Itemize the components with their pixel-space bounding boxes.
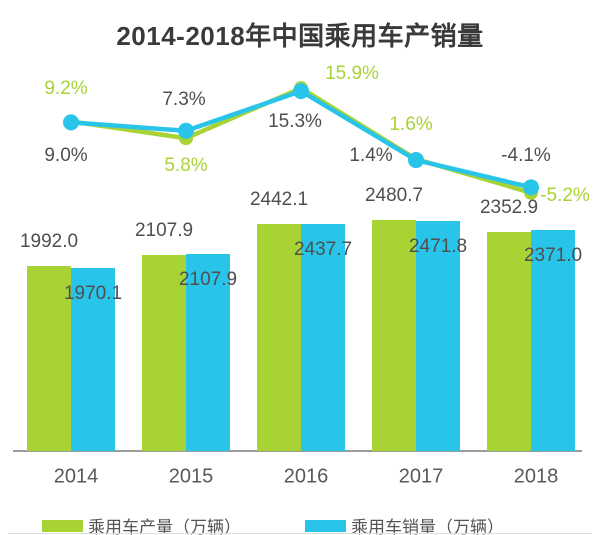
sales_growth_pct-point-2015: [178, 122, 194, 139]
production-legend-swatch: [42, 519, 83, 532]
bar-sales-2015: [186, 254, 230, 451]
bar-value-sales-2018: 2371.0: [523, 245, 583, 267]
bar-value-production-2018: 2352.9: [479, 197, 539, 219]
production_growth_pct-point-2015: [179, 131, 193, 146]
bar-production-2016: [257, 223, 301, 451]
sales_growth_pct-label-2015: 7.3%: [162, 88, 206, 110]
sales_growth_pct-point-2018: [523, 179, 539, 196]
x-axis-label-2016: 2016: [283, 465, 329, 488]
legend-item-production: 乘用车产量（万辆）: [42, 513, 241, 535]
bar-production-2017: [372, 220, 416, 451]
bar-production-2015: [142, 254, 186, 451]
bar-value-sales-2017: 2471.8: [408, 236, 468, 258]
bar-value-production-2017: 2480.7: [364, 185, 424, 207]
bar-sales-2017: [416, 221, 460, 451]
production_growth_pct-label-2015: 5.8%: [164, 155, 208, 177]
sales_growth_pct-label-2017: 1.4%: [349, 145, 393, 167]
bar-value-production-2016: 2442.1: [249, 188, 309, 210]
sales_growth_pct-label-2016: 15.3%: [268, 111, 322, 133]
production_growth_pct-label-2014: 9.2%: [44, 78, 88, 100]
production_growth_pct-point-2017: [409, 152, 423, 167]
production-legend-label: 乘用车产量（万辆）: [88, 518, 241, 535]
production_growth_pct-label-2017: 1.6%: [389, 114, 433, 136]
production_growth_pct-point-2014: [64, 114, 78, 129]
legend-item-sales: 乘用车销量（万辆）: [305, 513, 504, 535]
x-axis-label-2015: 2015: [168, 465, 214, 488]
bar-value-sales-2015: 2107.9: [178, 269, 238, 291]
bar-sales-2014: [71, 267, 115, 451]
sales_growth_pct-point-2016: [293, 83, 309, 100]
production_growth_pct-line: [68, 85, 534, 196]
sales_growth_pct-label-2014: 9.0%: [44, 145, 88, 167]
bar-value-production-2015: 2107.9: [134, 219, 194, 241]
production_growth_pct-label-2018: -5.2%: [540, 184, 590, 206]
bar-sales-2018: [531, 230, 575, 451]
sales_growth_pct-line: [68, 88, 534, 190]
bar-production-2014: [27, 265, 71, 451]
bar-value-production-2014: 1992.0: [19, 230, 79, 252]
sales-legend-label: 乘用车销量（万辆）: [351, 518, 504, 535]
x-axis-label-2018: 2018: [513, 465, 559, 488]
chart-title: 2014-2018年中国乘用车产销量: [116, 21, 484, 51]
sales_growth_pct-point-2017: [408, 152, 424, 169]
bar-sales-2016: [301, 224, 345, 451]
sales-legend-swatch: [305, 519, 346, 532]
sales_growth_pct-point-2014: [63, 114, 79, 131]
x-axis-label-2014: 2014: [53, 465, 99, 488]
sales_growth_pct-label-2018: -4.1%: [501, 145, 551, 167]
bar-value-sales-2014: 1970.1: [63, 282, 123, 304]
x-axis-line: [13, 450, 582, 452]
x-axis-label-2017: 2017: [398, 465, 444, 488]
production_growth_pct-point-2016: [294, 81, 308, 96]
bar-value-sales-2016: 2437.7: [293, 239, 353, 261]
bar-production-2018: [487, 232, 531, 451]
bottom-divider: [8, 533, 592, 534]
production_growth_pct-label-2016: 15.9%: [325, 63, 379, 85]
